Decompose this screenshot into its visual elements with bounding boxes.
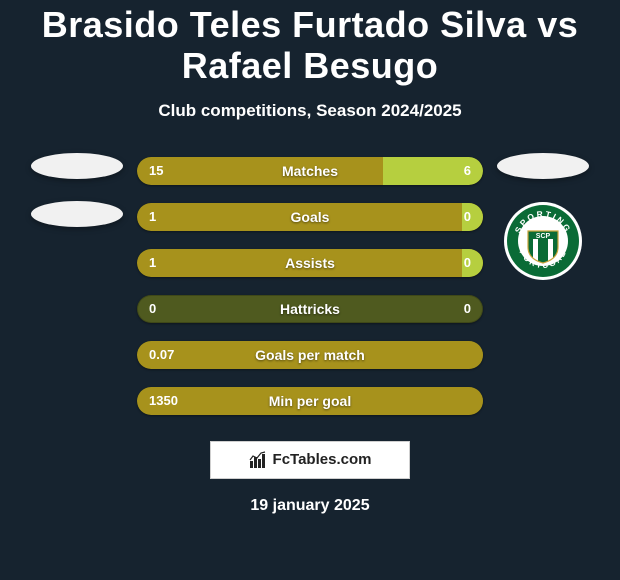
stat-label: Assists [137, 249, 483, 277]
stat-bar: 00Hattricks [137, 295, 483, 323]
page-title: Brasido Teles Furtado Silva vs Rafael Be… [12, 4, 608, 87]
sporting-cp-icon: SPORTING PORTUGAL SCP [503, 201, 583, 281]
player-avatar-placeholder [31, 153, 123, 179]
content-row: 156Matches 10Goals 10Assists 00Hattricks 0.0… [12, 157, 608, 415]
club-badge-sporting: SPORTING PORTUGAL SCP [503, 201, 583, 281]
stat-bar: 0.07Goals per match [137, 341, 483, 369]
site-name: FcTables.com [273, 451, 372, 468]
attribution-box: FcTables.com [210, 441, 410, 479]
stat-bar: 10Assists [137, 249, 483, 277]
chart-icon [249, 451, 267, 469]
footer-date: 19 january 2025 [250, 497, 369, 515]
stat-label: Goals per match [137, 341, 483, 369]
stat-bar: 10Goals [137, 203, 483, 231]
right-avatars: SPORTING PORTUGAL SCP [497, 153, 589, 281]
stat-label: Hattricks [137, 295, 483, 323]
stat-label: Goals [137, 203, 483, 231]
fctables-logo: FcTables.com [249, 451, 372, 469]
stat-bar: 156Matches [137, 157, 483, 185]
stat-label: Min per goal [137, 387, 483, 415]
stat-label: Matches [137, 157, 483, 185]
player-avatar-placeholder [497, 153, 589, 179]
comparison-infographic: Brasido Teles Furtado Silva vs Rafael Be… [0, 0, 620, 580]
club-logo-placeholder [31, 201, 123, 227]
subtitle: Club competitions, Season 2024/2025 [158, 101, 461, 121]
stats-bars: 156Matches 10Goals 10Assists 00Hattricks 0.0… [137, 157, 483, 415]
svg-text:SCP: SCP [536, 233, 551, 240]
stat-bar: 1350Min per goal [137, 387, 483, 415]
left-avatars [31, 153, 123, 227]
